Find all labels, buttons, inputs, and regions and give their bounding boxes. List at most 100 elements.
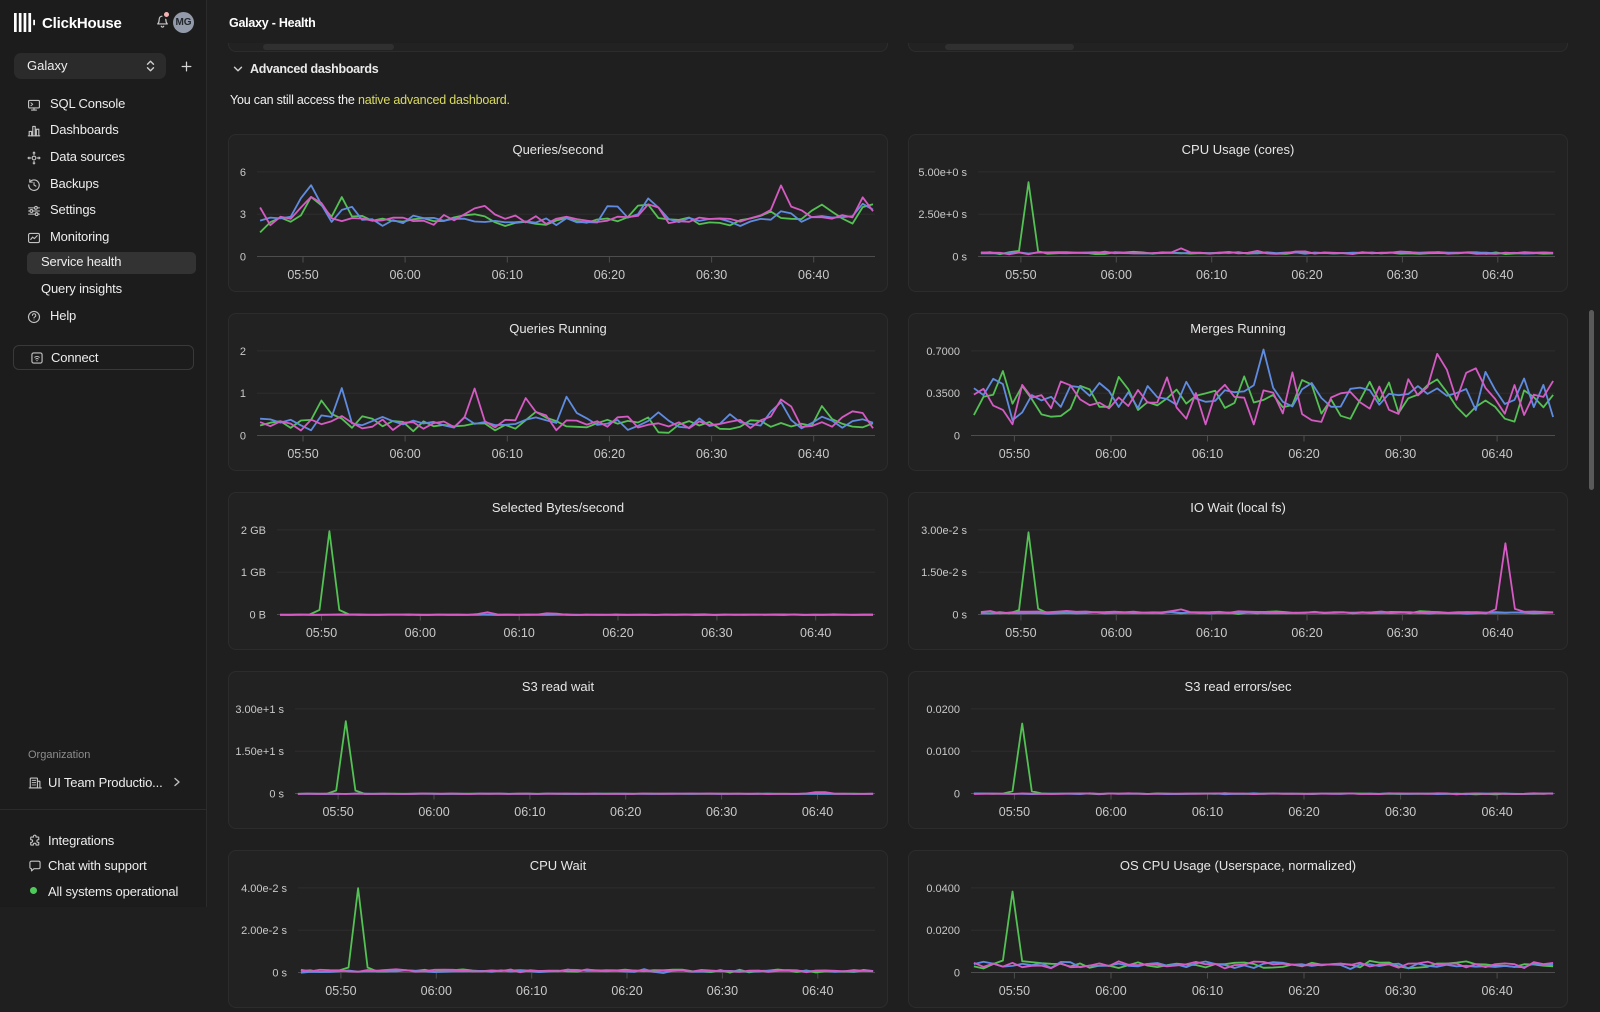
svg-text:6: 6 <box>240 167 246 179</box>
svg-text:05:50: 05:50 <box>306 626 337 640</box>
svg-text:06:30: 06:30 <box>701 626 732 640</box>
svg-text:06:20: 06:20 <box>1288 805 1319 819</box>
svg-text:05:50: 05:50 <box>322 805 353 819</box>
svg-text:06:40: 06:40 <box>1481 984 1512 998</box>
svg-text:1.50e-2 s: 1.50e-2 s <box>921 567 967 579</box>
svg-text:06:40: 06:40 <box>1481 805 1512 819</box>
svg-text:06:00: 06:00 <box>405 626 436 640</box>
svg-text:OS CPU Usage (Userspace, norma: OS CPU Usage (Userspace, normalized) <box>1120 858 1356 873</box>
svg-text:06:10: 06:10 <box>1196 626 1227 640</box>
svg-text:2.00e-2 s: 2.00e-2 s <box>241 925 287 937</box>
svg-text:05:50: 05:50 <box>999 805 1030 819</box>
svg-text:06:30: 06:30 <box>707 984 738 998</box>
svg-text:0.3500: 0.3500 <box>926 388 960 400</box>
svg-text:0 s: 0 s <box>269 789 284 801</box>
svg-text:1.50e+1 s: 1.50e+1 s <box>235 746 284 758</box>
svg-text:06:10: 06:10 <box>492 268 523 282</box>
svg-text:06:20: 06:20 <box>1291 626 1322 640</box>
svg-text:IO Wait (local fs): IO Wait (local fs) <box>1190 500 1286 515</box>
svg-text:06:10: 06:10 <box>514 805 545 819</box>
svg-text:06:00: 06:00 <box>389 268 420 282</box>
svg-text:3.00e+1 s: 3.00e+1 s <box>235 704 284 716</box>
svg-text:0: 0 <box>954 789 960 801</box>
svg-text:06:10: 06:10 <box>1192 805 1223 819</box>
svg-text:05:50: 05:50 <box>1005 626 1036 640</box>
svg-text:06:30: 06:30 <box>706 805 737 819</box>
svg-text:06:20: 06:20 <box>1288 447 1319 461</box>
svg-text:0 B: 0 B <box>249 610 266 622</box>
svg-text:0: 0 <box>240 252 246 264</box>
svg-text:06:30: 06:30 <box>1387 626 1418 640</box>
svg-text:06:10: 06:10 <box>1196 268 1227 282</box>
svg-text:06:10: 06:10 <box>492 447 523 461</box>
svg-text:2.50e+0 s: 2.50e+0 s <box>918 209 967 221</box>
svg-text:06:10: 06:10 <box>504 626 535 640</box>
svg-text:0.7000: 0.7000 <box>926 346 960 358</box>
svg-text:06:20: 06:20 <box>610 805 641 819</box>
svg-text:06:00: 06:00 <box>1101 626 1132 640</box>
svg-text:0: 0 <box>954 968 960 980</box>
svg-text:0: 0 <box>954 431 960 443</box>
svg-text:2 GB: 2 GB <box>241 525 266 537</box>
svg-text:05:50: 05:50 <box>999 447 1030 461</box>
svg-text:S3 read wait: S3 read wait <box>522 679 595 694</box>
svg-text:0.0400: 0.0400 <box>926 883 960 895</box>
svg-text:1: 1 <box>240 388 246 400</box>
svg-text:3: 3 <box>240 209 246 221</box>
svg-text:CPU Wait: CPU Wait <box>530 858 587 873</box>
svg-text:Queries/second: Queries/second <box>512 142 603 157</box>
svg-text:06:20: 06:20 <box>1288 984 1319 998</box>
svg-text:06:40: 06:40 <box>1481 447 1512 461</box>
svg-text:0.0200: 0.0200 <box>926 704 960 716</box>
svg-text:06:40: 06:40 <box>798 268 829 282</box>
svg-text:06:40: 06:40 <box>1482 268 1513 282</box>
svg-text:0 s: 0 s <box>952 252 967 264</box>
svg-text:05:50: 05:50 <box>1005 268 1036 282</box>
svg-text:06:30: 06:30 <box>1387 268 1418 282</box>
svg-text:06:30: 06:30 <box>1385 447 1416 461</box>
svg-text:4.00e-2 s: 4.00e-2 s <box>241 883 287 895</box>
svg-text:5.00e+0 s: 5.00e+0 s <box>918 167 967 179</box>
svg-text:06:20: 06:20 <box>594 447 625 461</box>
svg-text:05:50: 05:50 <box>287 268 318 282</box>
svg-text:0 s: 0 s <box>952 610 967 622</box>
svg-text:06:30: 06:30 <box>1385 984 1416 998</box>
svg-text:Selected Bytes/second: Selected Bytes/second <box>492 500 624 515</box>
svg-text:06:00: 06:00 <box>418 805 449 819</box>
svg-text:06:30: 06:30 <box>696 268 727 282</box>
svg-text:06:40: 06:40 <box>1482 626 1513 640</box>
svg-text:06:40: 06:40 <box>800 626 831 640</box>
svg-text:06:20: 06:20 <box>611 984 642 998</box>
svg-text:CPU Usage (cores): CPU Usage (cores) <box>1182 142 1295 157</box>
svg-text:06:20: 06:20 <box>1291 268 1322 282</box>
svg-text:06:40: 06:40 <box>802 984 833 998</box>
svg-text:2: 2 <box>240 346 246 358</box>
svg-text:06:00: 06:00 <box>1095 447 1126 461</box>
svg-text:06:40: 06:40 <box>798 447 829 461</box>
svg-text:06:20: 06:20 <box>594 268 625 282</box>
svg-text:Queries Running: Queries Running <box>509 321 607 336</box>
svg-text:06:00: 06:00 <box>421 984 452 998</box>
svg-text:06:00: 06:00 <box>1095 984 1126 998</box>
svg-text:05:50: 05:50 <box>287 447 318 461</box>
svg-text:0: 0 <box>240 431 246 443</box>
svg-text:3.00e-2 s: 3.00e-2 s <box>921 525 967 537</box>
svg-text:05:50: 05:50 <box>999 984 1030 998</box>
svg-text:06:10: 06:10 <box>516 984 547 998</box>
svg-text:06:30: 06:30 <box>696 447 727 461</box>
svg-text:06:10: 06:10 <box>1192 447 1223 461</box>
svg-text:06:00: 06:00 <box>389 447 420 461</box>
svg-text:06:00: 06:00 <box>1101 268 1132 282</box>
svg-text:06:00: 06:00 <box>1095 805 1126 819</box>
svg-text:1 GB: 1 GB <box>241 567 266 579</box>
svg-text:05:50: 05:50 <box>325 984 356 998</box>
svg-text:06:10: 06:10 <box>1192 984 1223 998</box>
svg-text:S3 read errors/sec: S3 read errors/sec <box>1185 679 1292 694</box>
svg-text:0.0200: 0.0200 <box>926 925 960 937</box>
svg-text:06:30: 06:30 <box>1385 805 1416 819</box>
svg-text:06:20: 06:20 <box>602 626 633 640</box>
svg-text:0 s: 0 s <box>272 968 287 980</box>
svg-text:Merges Running: Merges Running <box>1190 321 1285 336</box>
svg-text:06:40: 06:40 <box>802 805 833 819</box>
svg-text:0.0100: 0.0100 <box>926 746 960 758</box>
